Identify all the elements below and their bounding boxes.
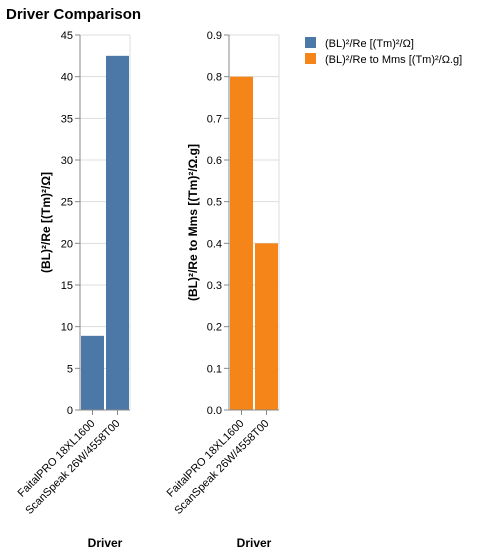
y-tick-label: 20 (61, 238, 73, 250)
y-tick-label: 40 (61, 72, 73, 84)
legend-label-bl2-re: (BL)²/Re [(Tm)²/Ω] (325, 38, 414, 50)
y-tick-label: 0.3 (207, 280, 222, 292)
chart-title: Driver Comparison (6, 6, 141, 23)
bar (106, 55, 129, 410)
y-tick-label: 0.4 (207, 238, 222, 250)
y-tick-label: 10 (61, 322, 73, 334)
y-tick-label: 35 (61, 113, 73, 125)
y-tick-label: 0.6 (207, 155, 222, 167)
y-tick-label: 0.2 (207, 322, 222, 334)
y-tick-label: 30 (61, 155, 73, 167)
y-tick-label: 15 (61, 280, 73, 292)
bar (81, 335, 104, 410)
y-tick-label: 45 (61, 30, 73, 42)
y-tick-label: 0.5 (207, 197, 222, 209)
y-tick-label: 0.1 (207, 363, 222, 375)
y-tick-label: 0.0 (207, 405, 222, 417)
bar (230, 76, 253, 411)
y-tick-label: 5 (67, 363, 73, 375)
y-axis-title: (BL)²/Re to Mms [(Tm)²/Ω.g] (186, 144, 200, 301)
legend-swatch-bl2-re-to-mms (305, 53, 316, 64)
x-axis-title: Driver (88, 536, 123, 550)
legend-swatch-bl2-re (305, 37, 316, 48)
bar (255, 243, 278, 410)
x-axis-title: Driver (237, 536, 272, 550)
legend: (BL)²/Re [(Tm)²/Ω] (BL)²/Re to Mms [(Tm)… (305, 37, 462, 66)
y-tick-label: 0.7 (207, 113, 222, 125)
y-tick-label: 0.9 (207, 30, 222, 42)
y-tick-label: 0.8 (207, 72, 222, 84)
y-tick-label: 25 (61, 197, 73, 209)
legend-label-bl2-re-to-mms: (BL)²/Re to Mms [(Tm)²/Ω.g] (325, 54, 462, 66)
panel-bl2-re-to-mms: 0.00.10.20.30.40.50.60.70.80.9FaitalPRO … (165, 30, 280, 550)
y-axis-title: (BL)²/Re [(Tm)²/Ω] (39, 172, 53, 273)
y-tick-label: 0 (67, 405, 73, 417)
